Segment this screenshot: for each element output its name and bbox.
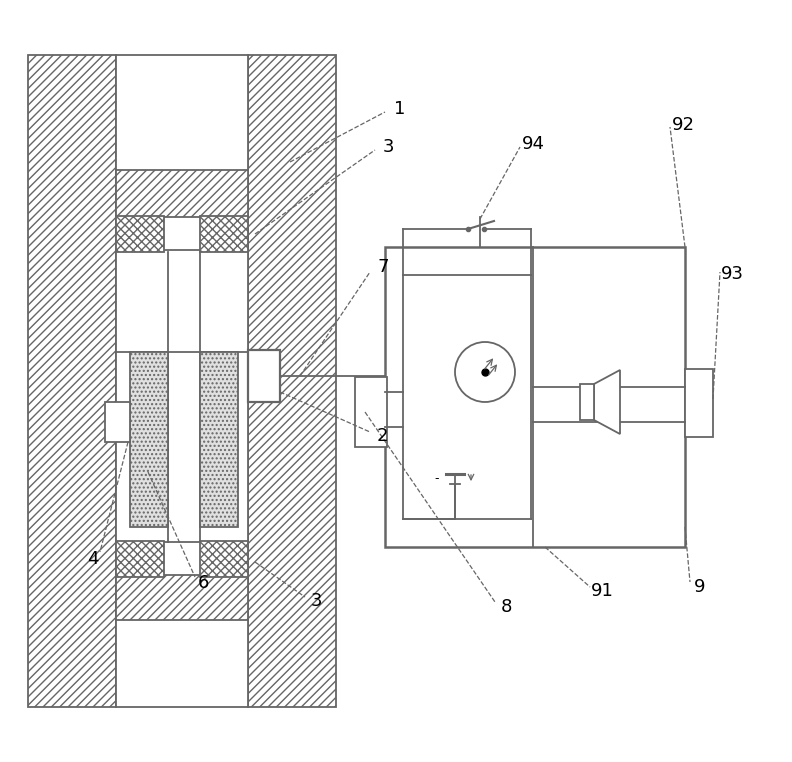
Text: 92: 92 — [672, 116, 695, 134]
Bar — [105, 402, 130, 442]
Bar — [385, 247, 685, 547]
Polygon shape — [594, 370, 620, 434]
Bar — [28, 55, 116, 707]
Bar — [116, 170, 248, 217]
Text: -: - — [435, 472, 440, 485]
Bar — [685, 369, 713, 437]
Bar — [116, 575, 248, 622]
Text: 91: 91 — [591, 582, 614, 600]
Bar — [200, 216, 248, 252]
Text: 7: 7 — [377, 258, 389, 276]
Bar — [109, 358, 196, 496]
Text: 94: 94 — [521, 135, 545, 153]
Bar — [116, 541, 164, 577]
Bar — [116, 250, 248, 542]
Bar — [116, 216, 164, 252]
Bar — [200, 541, 248, 577]
Bar — [248, 55, 336, 707]
Bar — [248, 350, 280, 402]
Bar — [355, 377, 387, 447]
Text: 6: 6 — [197, 574, 208, 592]
Bar — [580, 384, 594, 420]
Text: 4: 4 — [87, 550, 99, 568]
Text: 9: 9 — [695, 578, 706, 596]
Text: 3: 3 — [383, 138, 394, 156]
Bar — [116, 620, 248, 707]
Text: 8: 8 — [501, 598, 512, 616]
Bar — [130, 352, 168, 527]
Text: 93: 93 — [721, 265, 744, 283]
Bar — [116, 55, 248, 172]
Text: 2: 2 — [376, 427, 388, 445]
Text: 3: 3 — [310, 592, 322, 610]
Circle shape — [455, 342, 515, 402]
Bar — [200, 352, 238, 527]
Text: 1: 1 — [394, 100, 406, 118]
